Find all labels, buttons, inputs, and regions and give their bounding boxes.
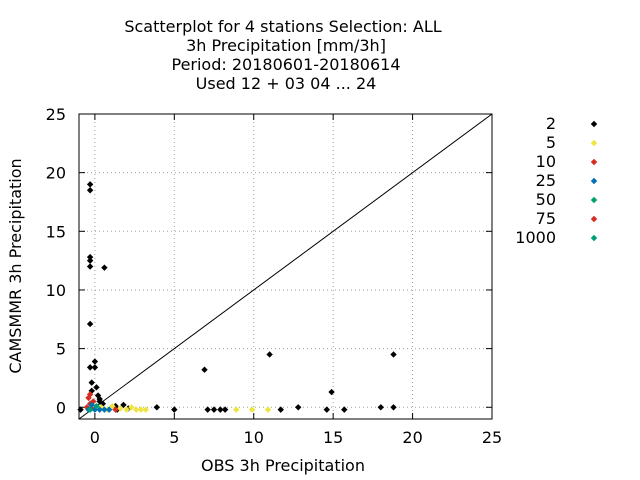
y-axis-label: CAMSMMR 3h Precipitation (6, 158, 25, 373)
data-point-series-2 (93, 384, 100, 391)
data-point-series-25 (96, 406, 103, 413)
data-point-series-2 (153, 404, 161, 411)
y-tick-label: 25 (46, 105, 66, 124)
data-point-series-2 (266, 351, 273, 358)
axis-ticks: 0 5 10 15 20 25 0 5 10 15 20 25 (46, 105, 503, 447)
y-tick-label: 10 (46, 281, 66, 300)
legend-label-10: 10 (536, 152, 556, 171)
legend-marker-75 (590, 215, 598, 223)
plot-frame (78, 113, 493, 420)
data-point-series-2 (323, 406, 330, 413)
data-point-series-2 (328, 388, 335, 396)
data-point-series-2 (91, 364, 99, 371)
data-point-series-5 (264, 406, 272, 413)
data-point-series-25 (88, 401, 95, 409)
data-point-series-2 (86, 253, 94, 261)
legend-marker-5 (590, 139, 598, 147)
y-tick-label: 20 (46, 164, 66, 183)
title-line-3: Period: 20180601-20180614 (171, 55, 400, 74)
data-point-series-5 (142, 406, 149, 413)
data-point-series-5 (117, 405, 124, 412)
data-point-series-2 (210, 406, 218, 413)
data-point-series-2 (101, 264, 108, 271)
legend-label-1000: 1000 (515, 228, 556, 247)
data-point-series-2 (341, 406, 348, 413)
data-point-series-25 (91, 406, 99, 413)
identity-line (78, 113, 493, 420)
data-point-series-5 (132, 406, 140, 413)
y-tick-label: 5 (56, 340, 66, 359)
data-point-series-2 (86, 320, 94, 328)
data-point-series-2 (91, 358, 99, 365)
title-line-4: Used 12 + 03 04 ... 24 (196, 74, 377, 93)
legend-marker-2 (590, 120, 598, 128)
x-tick-label: 20 (402, 428, 422, 447)
data-point-series-2 (217, 406, 224, 413)
legend-marker-10 (590, 158, 598, 166)
data-point-series-10 (83, 404, 91, 411)
data-point-series-5 (137, 406, 145, 413)
data-point-series-2 (77, 406, 84, 413)
data-points (77, 181, 397, 413)
data-point-series-2 (120, 401, 127, 409)
data-point-series-2 (390, 351, 397, 358)
data-point-series-50 (93, 402, 100, 410)
legend-marker-25 (590, 177, 598, 185)
data-point-series-2 (86, 181, 94, 188)
x-tick-label: 15 (323, 428, 343, 447)
legend-label-50: 50 (536, 190, 556, 209)
data-point-series-2 (221, 406, 229, 413)
grid-lines (79, 114, 492, 419)
y-tick-label: 15 (46, 222, 66, 241)
x-tick-label: 0 (90, 428, 100, 447)
data-point-series-2 (86, 263, 94, 270)
data-point-series-2 (390, 404, 397, 411)
data-point-series-2 (86, 364, 94, 371)
data-point-series-10 (86, 391, 94, 398)
data-point-series-25 (105, 406, 113, 413)
x-axis-label: OBS 3h Precipitation (201, 456, 365, 475)
data-point-series-2 (204, 406, 211, 413)
legend-label-2: 2 (546, 114, 556, 133)
y-tick-label: 0 (56, 398, 66, 417)
data-point-series-5 (123, 406, 130, 413)
data-point-series-10 (112, 406, 119, 413)
x-tick-label: 10 (244, 428, 264, 447)
data-point-series-2 (171, 406, 178, 413)
data-point-series-5 (248, 406, 256, 413)
legend-label-75: 75 (536, 209, 556, 228)
x-tick-label: 5 (169, 428, 179, 447)
title-line-1: Scatterplot for 4 stations Selection: AL… (124, 17, 441, 36)
legend-label-5: 5 (546, 133, 556, 152)
title-line-2: 3h Precipitation [mm/3h] (186, 36, 386, 55)
chart-title: Scatterplot for 4 stations Selection: AL… (124, 17, 441, 93)
data-point-series-2 (277, 406, 284, 413)
legend-marker-1000 (590, 234, 598, 242)
data-point-series-2 (88, 379, 95, 386)
data-point-series-5 (233, 406, 240, 413)
data-point-series-2 (201, 366, 208, 373)
data-point-series-25 (101, 406, 108, 413)
x-tick-label: 25 (482, 428, 502, 447)
data-point-series-2 (295, 404, 302, 411)
data-point-series-5 (109, 402, 116, 410)
data-point-series-2 (377, 404, 385, 411)
data-point-series-50 (86, 406, 94, 413)
data-point-series-10 (85, 394, 92, 402)
data-point-series-2 (86, 187, 94, 194)
data-point-series-2 (86, 257, 94, 264)
data-point-series-5 (128, 404, 135, 411)
legend-label-25: 25 (536, 171, 556, 190)
legend-marker-50 (590, 196, 598, 204)
